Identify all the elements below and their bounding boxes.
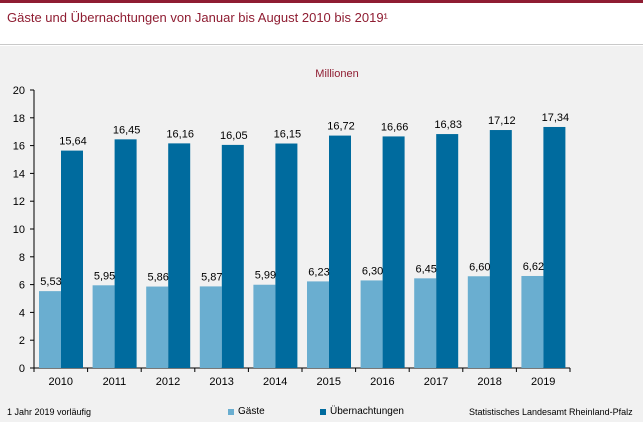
- bar-gaeste-2016: [360, 280, 383, 368]
- x-tick-label: 2017: [424, 376, 448, 388]
- y-tick-label: 20: [13, 85, 25, 97]
- data-label: 16,66: [381, 121, 409, 133]
- bar-chart: Millionen 0 2 4 6 8 10 12 14 16 18 20 2010 2011 2012 2…: [13, 68, 571, 388]
- data-label: 5,95: [94, 270, 115, 282]
- unit-label: Millionen: [315, 68, 358, 80]
- bar-gaeste-2018: [467, 276, 490, 368]
- x-tick-label: 2013: [209, 376, 233, 388]
- x-tick-label: 2011: [103, 376, 127, 388]
- bar-uebernachtungen-2014: [275, 143, 298, 368]
- data-label: 16,16: [166, 128, 194, 140]
- y-tick-label: 8: [19, 252, 25, 264]
- y-tick-label: 4: [19, 307, 25, 319]
- y-tick-label: 12: [13, 196, 25, 208]
- x-tick-label: 2010: [49, 376, 73, 388]
- bar-uebernachtungen-2019: [543, 126, 566, 368]
- axes: 0 2 4 6 8 10 12 14 16 18 20 2010 2011 2012 2013 2014 201…: [13, 85, 571, 388]
- footnote: 1 Jahr 2019 vorläufig: [7, 407, 92, 417]
- bar-gaeste-2011: [92, 285, 115, 368]
- bar-gaeste-2015: [307, 281, 329, 368]
- data-label: 5,87: [201, 271, 222, 283]
- x-tick-label: 2018: [477, 376, 501, 388]
- bar-uebernachtungen-2018: [489, 130, 512, 368]
- legend-label-gaeste: Gäste: [238, 406, 265, 417]
- bar-uebernachtungen-2010: [61, 150, 83, 368]
- data-label: 6,62: [523, 261, 544, 273]
- bar-uebernachtungen-2013: [221, 144, 244, 368]
- bar-gaeste-2012: [146, 286, 169, 368]
- bar-gaeste-2019: [521, 275, 544, 368]
- data-label: 16,15: [274, 129, 302, 141]
- chart-title: Gäste und Übernachtungen von Januar bis …: [7, 10, 388, 25]
- bar-gaeste-2013: [199, 286, 222, 368]
- x-tick-label: 2016: [370, 376, 394, 388]
- data-label: 17,12: [488, 115, 516, 127]
- bar-uebernachtungen-2011: [114, 139, 137, 368]
- data-label: 6,30: [362, 265, 383, 277]
- data-label: 6,45: [415, 263, 436, 275]
- bar-gaeste-2017: [414, 278, 437, 368]
- bar-uebernachtungen-2017: [436, 134, 459, 368]
- bar-uebernachtungen-2016: [382, 136, 405, 368]
- legend-item-uebernachtungen: Übernachtungen: [320, 406, 404, 417]
- y-tick-label: 6: [19, 280, 25, 292]
- y-tick-label: 2: [19, 335, 25, 347]
- bar-uebernachtungen-2015: [329, 135, 351, 368]
- data-label: 16,05: [220, 130, 248, 142]
- legend-swatch-uebernachtungen: [320, 408, 326, 415]
- y-tick-label: 0: [19, 363, 25, 375]
- data-label: 16,83: [434, 119, 462, 131]
- data-label: 6,23: [308, 266, 329, 278]
- data-label: 16,72: [327, 121, 355, 133]
- bar-gaeste-2014: [253, 284, 276, 368]
- bar-uebernachtungen-2012: [168, 143, 191, 368]
- data-label: 5,53: [40, 276, 61, 288]
- top-accent-rule: [0, 0, 643, 3]
- data-label: 6,60: [469, 261, 490, 273]
- legend-label-uebernachtungen: Übernachtungen: [330, 406, 404, 417]
- y-tick-label: 18: [13, 113, 25, 125]
- y-tick-label: 16: [13, 141, 25, 153]
- data-label: 15,64: [59, 136, 87, 148]
- header-divider: [0, 44, 643, 45]
- legend-item-gaeste: Gäste: [228, 406, 265, 417]
- x-tick-label: 2015: [317, 376, 341, 388]
- legend-swatch-gaeste: [228, 408, 234, 415]
- y-tick-label: 14: [13, 168, 25, 180]
- data-labels: 5,53 5,95 5,86 5,87 5,99 6,23 6,30 6,45 6,60 6,62…: [40, 112, 569, 288]
- y-tick-label: 10: [13, 224, 25, 236]
- data-label: 17,34: [542, 112, 570, 124]
- data-label: 16,45: [113, 124, 141, 136]
- chart-panel: Millionen 0 2 4 6 8 10 12 14 16 18 20 2010 2011 2012 2…: [0, 46, 643, 422]
- x-tick-label: 2014: [263, 376, 287, 388]
- bars: [39, 126, 566, 368]
- data-label: 5,99: [255, 270, 276, 282]
- x-tick-label: 2019: [531, 376, 555, 388]
- x-tick-label: 2012: [156, 376, 180, 388]
- bar-gaeste-2010: [39, 291, 61, 368]
- source-note: Statistisches Landesamt Rheinland-Pfalz: [469, 407, 633, 417]
- data-label: 5,86: [147, 272, 168, 284]
